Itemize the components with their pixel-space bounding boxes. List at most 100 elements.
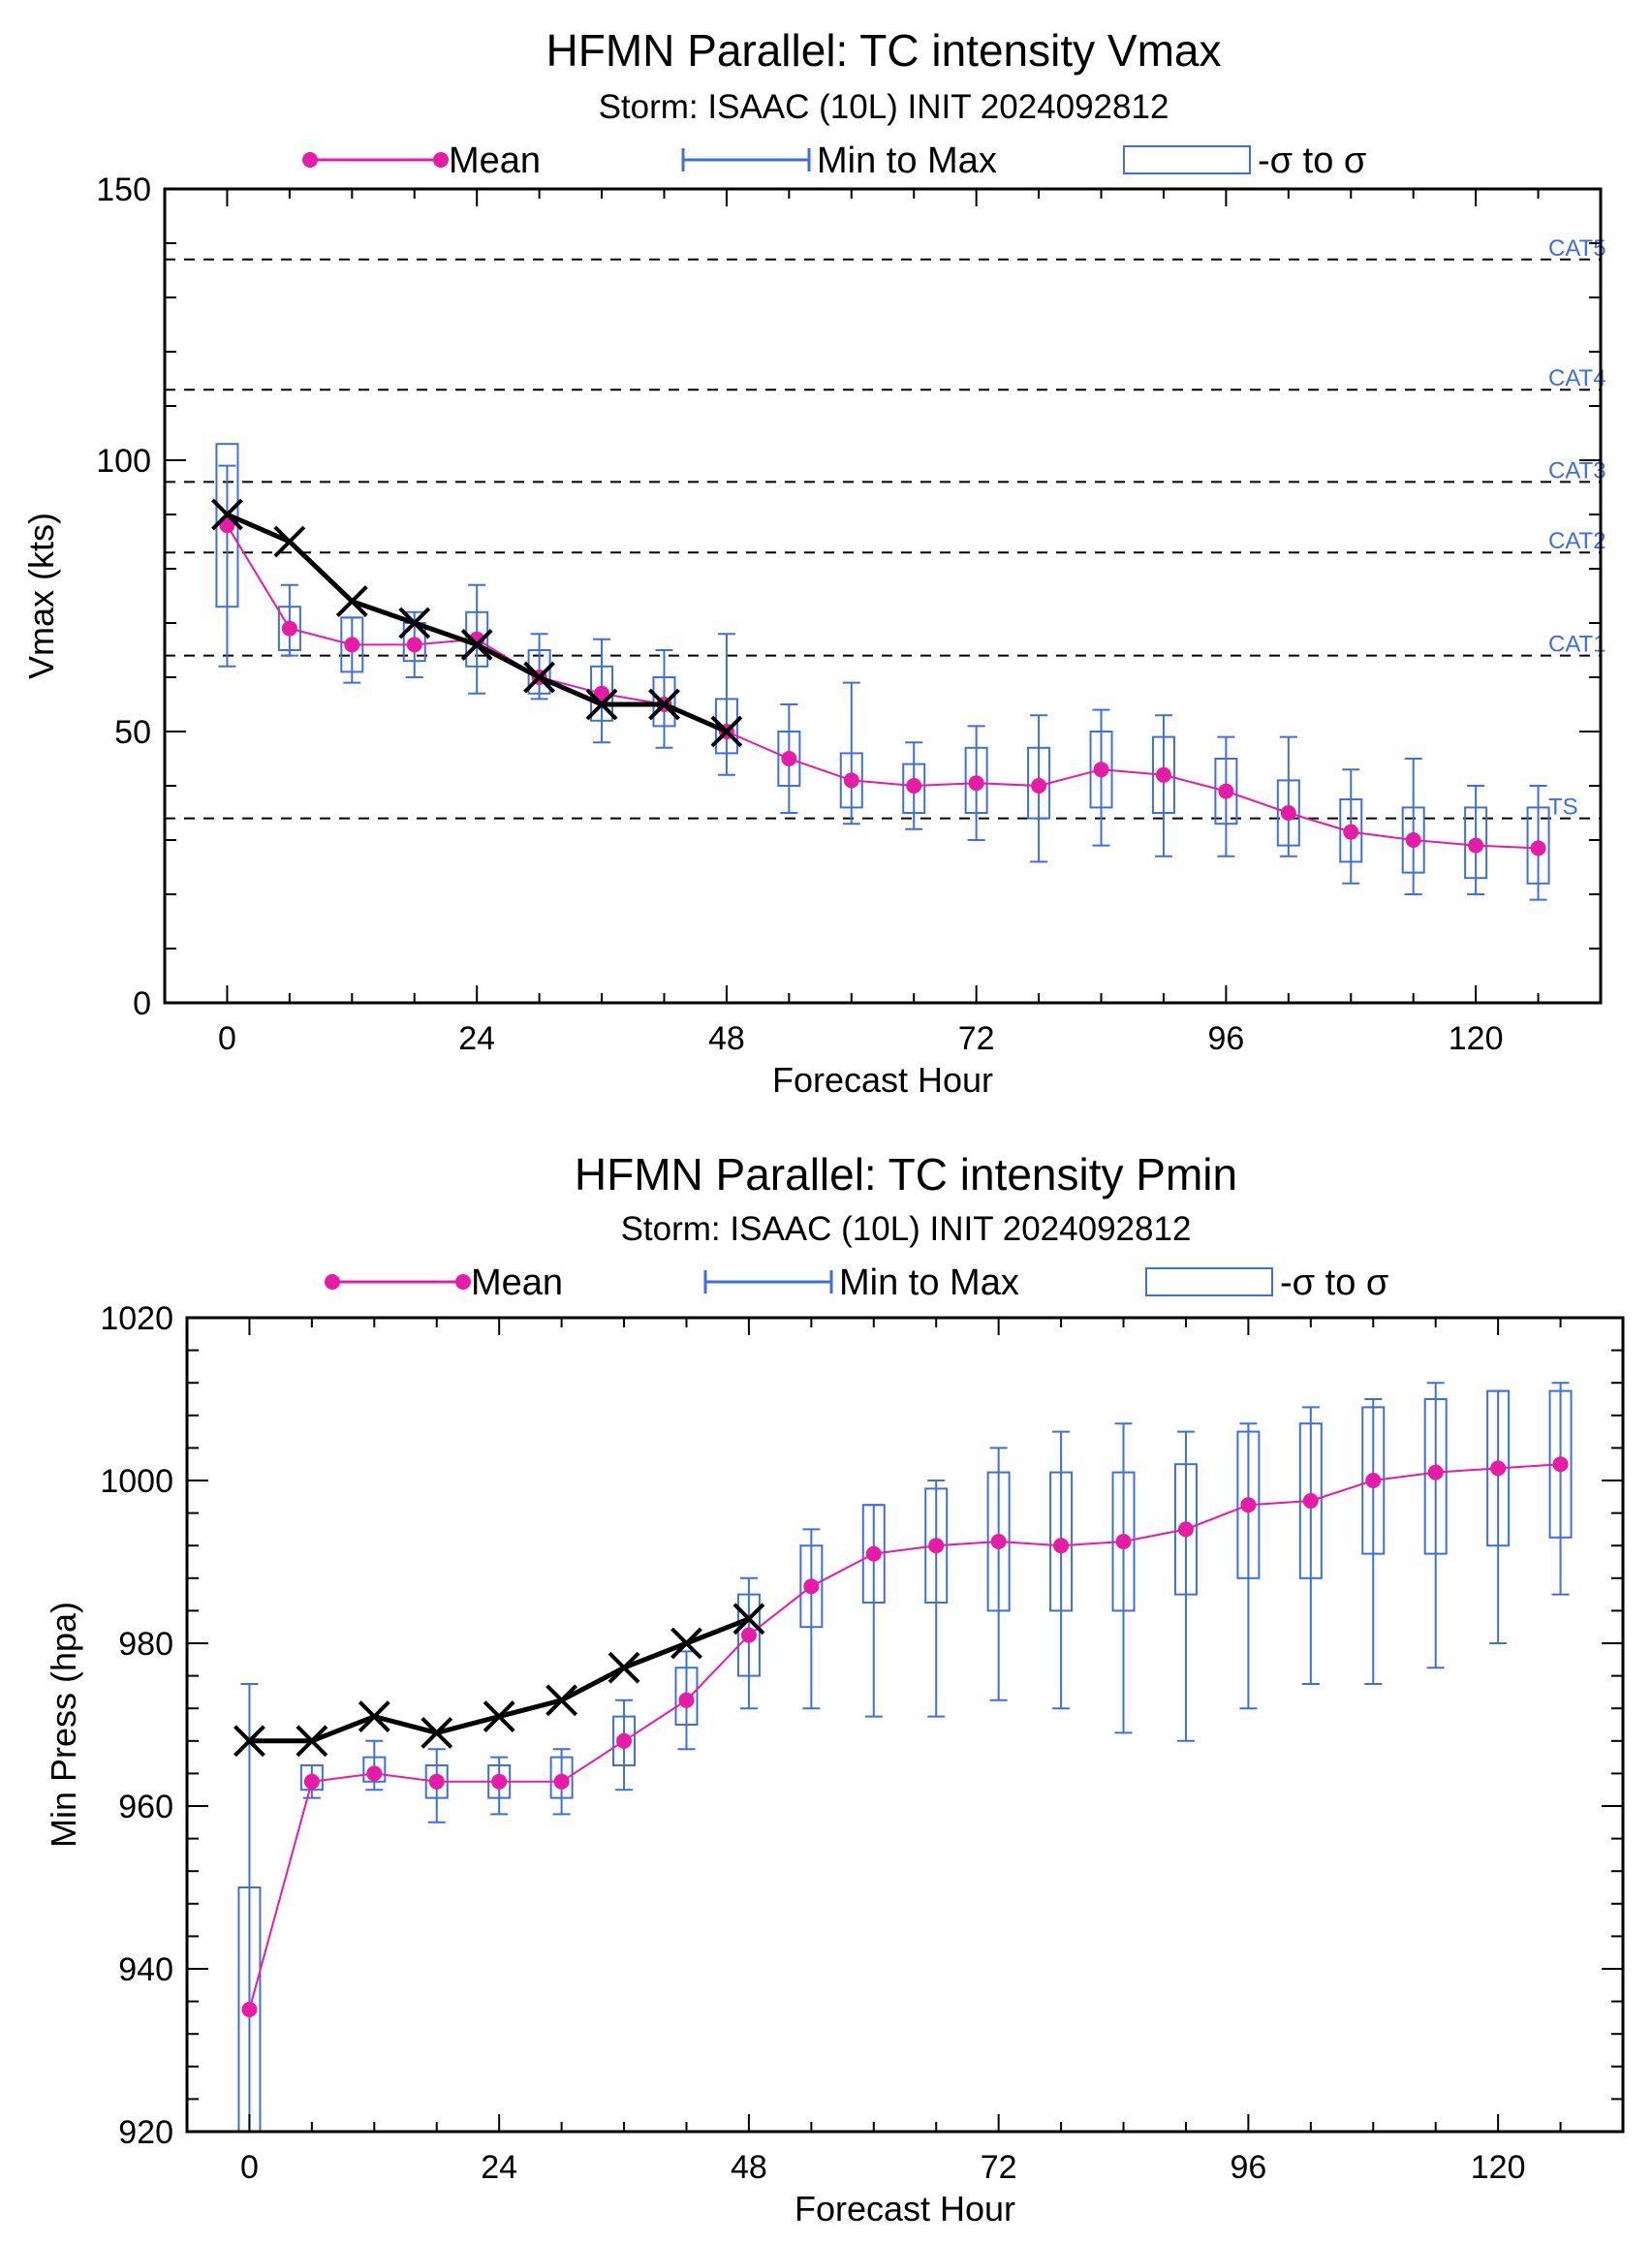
vmax-legend-label: -σ to σ: [1258, 140, 1366, 181]
pmin-y-axis-label: Min Press (hpa): [44, 1602, 83, 1848]
pmin-sigma-box: [674, 1667, 699, 1726]
pmin-box-48: [736, 1576, 761, 1710]
pmin-mean-point: [928, 1538, 945, 1554]
pmin-sigma-box: [362, 1756, 387, 1783]
vmax-x-axis-label: Forecast Hour: [772, 1060, 993, 1100]
vmax-observed-x-stroke: [273, 525, 306, 558]
pmin-mean-point: [553, 1773, 570, 1790]
vmax-sigma-box: [964, 746, 988, 814]
vmax-mean-point: [843, 772, 859, 789]
vmax-observed-x-stroke: [523, 661, 556, 694]
pmin-y-tick-label: 960: [118, 1789, 173, 1825]
pmin-mean-point: [1490, 1460, 1507, 1477]
vmax-legend-mean-dot: [433, 152, 449, 168]
vmax-mean-point: [1530, 840, 1546, 857]
vmax-box-60: [839, 681, 863, 826]
pmin-legend-label: -σ to σ: [1280, 1262, 1388, 1303]
vmax-threshold-label-cat1: CAT1: [1548, 632, 1606, 658]
pmin-legend-label: Min to Max: [839, 1262, 1019, 1303]
pmin-chart-title: HFMN Parallel: TC intensity Pmin: [575, 1149, 1237, 1200]
vmax-sigma-box: [1339, 798, 1363, 863]
vmax-x-tick-label: 120: [1449, 1020, 1504, 1057]
vmax-box-84: [1089, 708, 1113, 847]
pmin-mean-point: [1240, 1497, 1257, 1513]
pmin-mean-point: [1302, 1493, 1319, 1509]
pmin-legend-sigma-box: [1145, 1267, 1273, 1296]
vmax-chart-subtitle: Storm: ISAAC (10L) INIT 2024092812: [599, 88, 1169, 126]
vmax-legend-label: Min to Max: [817, 140, 997, 181]
pmin-mean-point: [366, 1765, 383, 1782]
pmin-mean-point: [1552, 1456, 1569, 1473]
pmin-box-78: [1049, 1430, 1074, 1710]
vmax-mean-point: [281, 620, 297, 637]
vmax-box-90: [1151, 714, 1175, 857]
vmax-observed-marker: [585, 688, 618, 721]
pmin-observed-marker: [732, 1603, 765, 1636]
pmin-mean-point: [1053, 1538, 1070, 1554]
vmax-observed-marker: [710, 715, 743, 748]
vmax-box-30: [527, 633, 551, 701]
pmin-box-6: [299, 1764, 324, 1799]
pmin-sigma-box: [1423, 1398, 1448, 1555]
vmax-chart-panel: HFMN Parallel: TC intensity Vmax Storm: …: [21, 25, 1606, 1100]
pmin-mean-point: [678, 1692, 695, 1708]
pmin-x-tick-label: 72: [981, 2149, 1017, 2186]
vmax-box-0: [215, 443, 239, 668]
vmax-legend-sigma-box: [1123, 145, 1251, 174]
pmin-chart-legend: Mean Min to Max -σ to σ: [325, 1262, 1388, 1303]
pmin-observed-marker: [670, 1627, 702, 1660]
vmax-sigma-box: [1214, 758, 1238, 826]
vmax-threshold-label-cat4: CAT4: [1548, 365, 1606, 391]
pmin-box-66: [924, 1480, 949, 1718]
pmin-x-tick-label: 120: [1471, 2149, 1526, 2186]
vmax-y-tick-label: 150: [96, 171, 151, 208]
pmin-mean-point: [990, 1534, 1007, 1549]
pmin-box-102: [1298, 1406, 1323, 1685]
pmin-observed-marker: [358, 1700, 390, 1733]
vmax-mean-point: [406, 637, 422, 653]
vmax-mean-point: [1280, 805, 1296, 821]
pmin-mean-point: [616, 1732, 633, 1749]
pmin-sigma-box: [799, 1544, 824, 1629]
vmax-x-tick-label: 0: [218, 1020, 236, 1057]
pmin-mean-point: [428, 1773, 445, 1790]
pmin-sigma-box: [861, 1504, 886, 1604]
vmax-sigma-box: [777, 731, 801, 787]
vmax-sigma-box: [902, 763, 926, 814]
pmin-x-tick-label: 24: [481, 2149, 517, 2186]
vmax-observed-marker: [648, 688, 680, 721]
vmax-mean-line: [226, 524, 1539, 850]
pmin-mean-point: [303, 1773, 320, 1790]
vmax-observed-x-stroke: [398, 607, 431, 639]
pmin-observed-x-stroke: [421, 1716, 453, 1749]
pmin-observed-x-stroke: [670, 1627, 702, 1660]
vmax-sigma-box: [277, 606, 301, 652]
pmin-box-126: [1548, 1382, 1573, 1596]
vmax-sigma-box: [1276, 779, 1300, 847]
pmin-sigma-box: [1361, 1406, 1386, 1555]
pmin-mean-point: [491, 1773, 508, 1790]
vmax-sigma-box: [1464, 806, 1488, 880]
vmax-mean-point: [1155, 766, 1171, 783]
pmin-x-tick-label: 0: [240, 2149, 259, 2186]
vmax-chart-legend: Mean Min to Max -σ to σ: [302, 140, 1366, 181]
vmax-observed-marker: [211, 498, 243, 531]
pmin-legend-range: Min to Max: [703, 1262, 1019, 1303]
pmin-legend-label: Mean: [471, 1262, 563, 1303]
vmax-y-tick-label: 100: [96, 443, 151, 480]
pmin-mean-point: [1177, 1521, 1194, 1538]
pmin-box-114: [1423, 1382, 1448, 1669]
vmax-mean-point: [594, 685, 610, 701]
pmin-mean-point: [241, 2002, 258, 2017]
vmax-mean-point: [1468, 837, 1484, 854]
vmax-threshold-label-cat2: CAT2: [1548, 528, 1606, 554]
vmax-mean-point: [1031, 778, 1047, 794]
pmin-observed-x-stroke: [545, 1684, 578, 1717]
pmin-box-84: [1111, 1422, 1136, 1734]
pmin-observed-marker: [608, 1651, 640, 1684]
vmax-mean-point: [1093, 762, 1109, 778]
vmax-observed-x-stroke: [585, 688, 618, 721]
vmax-mean-point: [1218, 783, 1234, 799]
pmin-sigma-box: [549, 1756, 574, 1799]
vmax-observed-x-stroke: [648, 688, 680, 721]
